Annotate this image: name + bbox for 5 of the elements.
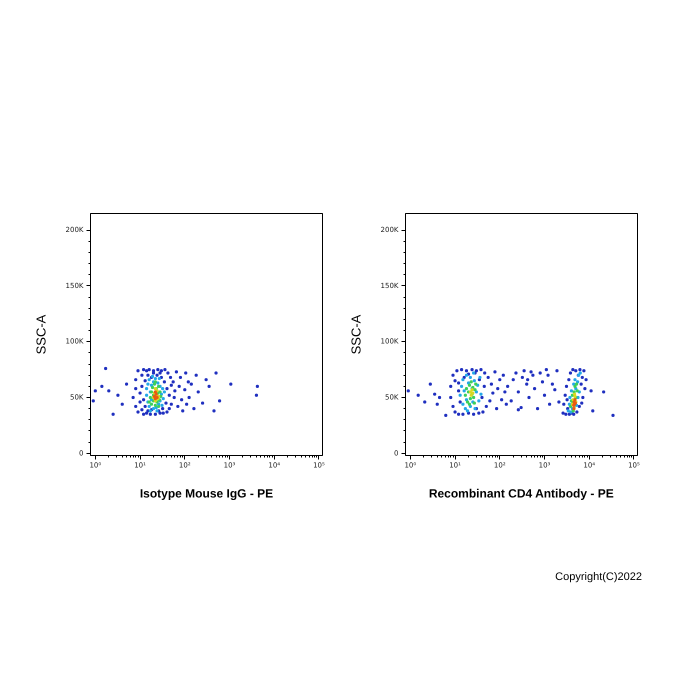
x-axis-title: Recombinant CD4 Antibody - PE: [428, 486, 614, 500]
text: Copyright(C)2022: [555, 570, 642, 585]
x-axis-title: Isotype Mouse IgG - PE: [140, 486, 274, 500]
y-axis-title: SSC-A: [348, 314, 364, 354]
y-axis-title: SSC-A: [34, 314, 49, 354]
